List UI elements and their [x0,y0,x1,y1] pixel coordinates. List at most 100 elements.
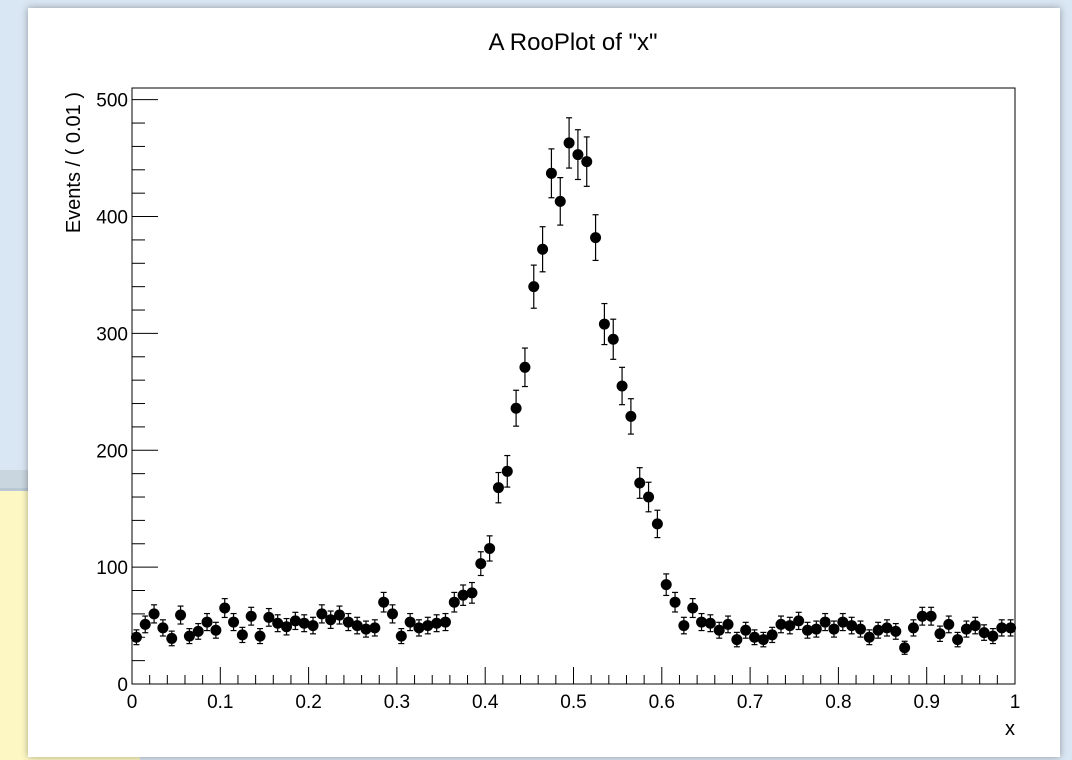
data-point [228,612,240,632]
data-marker [139,618,151,630]
data-point [687,598,699,619]
data-marker [740,624,752,636]
data-point [678,616,690,635]
data-point [722,615,734,634]
data-point [696,612,708,632]
data-marker [581,156,593,168]
data-point [519,347,531,388]
data-point [378,591,390,613]
data-point [907,619,919,637]
data-marker [528,281,540,293]
data-point [996,619,1008,637]
data-point [881,619,893,637]
data-marker [987,630,999,642]
data-point [166,630,178,647]
data-marker [634,477,646,489]
data-point [175,605,187,625]
data-point [757,631,769,648]
data-marker [837,616,849,628]
data-marker [625,410,637,422]
data-marker [643,491,655,503]
data-marker [925,610,937,622]
data-point [360,620,372,638]
data-point [254,628,266,645]
y-tick-label: 500 [96,91,128,112]
data-point [669,591,681,613]
data-point [740,621,752,639]
x-tick-label: 0.2 [295,692,321,713]
data-marker [439,616,451,628]
x-tick-label: 0.5 [560,692,586,713]
data-point [210,621,222,639]
data-marker [890,625,902,637]
data-marker [431,617,443,629]
data-marker [828,623,840,635]
data-marker [846,620,858,632]
data-marker [307,620,319,632]
data-point [643,481,655,513]
data-marker [263,611,275,623]
data-marker [916,610,928,622]
data-point [607,318,619,360]
data-marker [254,630,266,642]
data-marker [334,609,346,621]
data-point [404,612,416,632]
data-point [316,604,328,624]
data-marker [854,623,866,635]
data-point [298,614,310,633]
x-axis-label: x [1005,718,1015,740]
data-marker [678,620,690,632]
data-marker [325,614,337,626]
data-marker [148,608,160,620]
data-point [510,389,522,427]
data-marker [722,618,734,630]
data-marker [360,623,372,635]
data-marker [281,621,293,633]
data-point [325,610,337,629]
data-marker [943,618,955,630]
data-point [492,471,504,504]
data-marker [907,622,919,634]
data-marker [130,631,142,643]
data-marker [757,634,769,646]
data-point [598,302,610,346]
data-point [925,606,937,626]
data-marker [210,624,222,636]
data-point [183,628,195,645]
data-marker [1005,622,1017,634]
data-marker [598,318,610,330]
data-point [978,624,990,641]
x-tick-label: 0.7 [737,692,763,713]
y-tick-label: 300 [96,324,128,345]
data-point [413,619,425,637]
data-marker [351,620,363,632]
data-point [952,631,964,648]
data-marker [660,579,672,591]
data-point [272,614,284,633]
data-point [934,625,946,643]
data-marker [492,482,504,494]
data-point [731,631,743,648]
y-axis-label: Events / ( 0.01 ) [63,92,85,233]
data-marker [192,625,204,637]
data-point [554,177,566,226]
data-point [660,573,672,597]
data-marker [475,558,487,570]
data-marker [457,589,469,601]
data-marker [537,243,549,255]
data-marker [484,542,496,554]
data-marker [183,630,195,642]
data-marker [466,587,478,599]
data-point [616,366,628,406]
data-marker [245,610,257,622]
data-marker [166,632,178,644]
data-marker [448,596,460,608]
x-tick-label: 0.8 [825,692,851,713]
y-tick-label: 400 [96,208,128,229]
data-marker [289,615,301,627]
data-point [219,598,231,619]
data-point [475,551,487,577]
data-point [581,136,593,187]
data-marker [510,402,522,414]
data-marker [228,616,240,628]
